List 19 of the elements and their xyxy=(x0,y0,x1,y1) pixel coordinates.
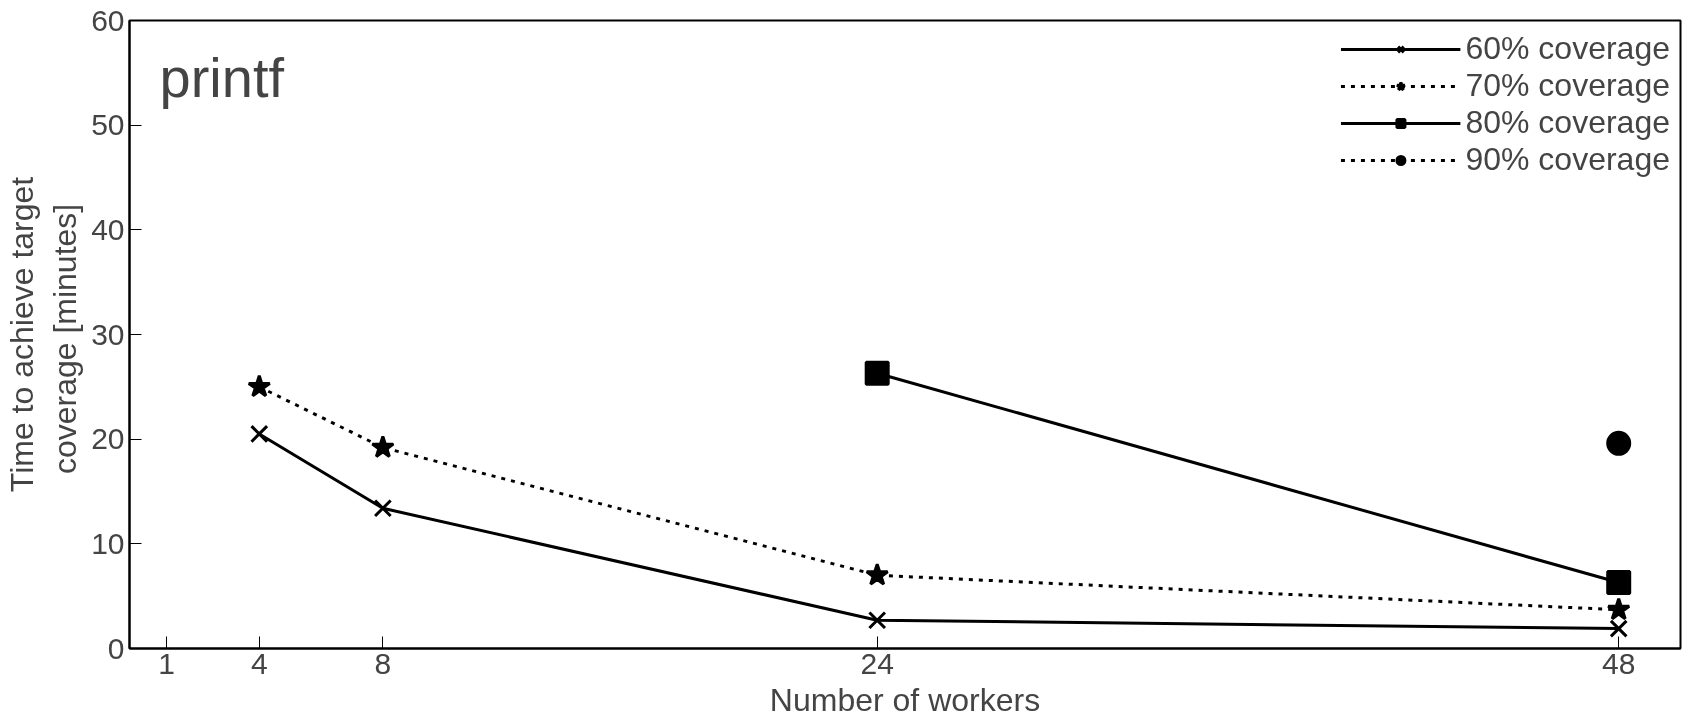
y-tick-label: 10 xyxy=(91,526,125,560)
x-axis-title: Number of workers xyxy=(769,681,1041,718)
x-tick-label: 48 xyxy=(1602,646,1636,680)
legend-label: 90% coverage xyxy=(1465,141,1670,178)
legend-label: 70% coverage xyxy=(1465,67,1670,104)
y-tick-label: 60 xyxy=(91,3,125,37)
legend-label: 60% coverage xyxy=(1465,30,1670,67)
y-tick-label: 0 xyxy=(107,631,125,665)
x-tick-label: 8 xyxy=(374,646,392,680)
y-axis-title: Time to achieve target coverage [minutes] xyxy=(3,176,84,493)
y-tick-label: 20 xyxy=(91,422,125,456)
x-tick-label: 4 xyxy=(250,646,268,680)
legend-label: 80% coverage xyxy=(1465,104,1670,141)
y-tick-label: 40 xyxy=(91,212,125,246)
x-tick-label: 24 xyxy=(860,646,894,680)
y-tick-label: 30 xyxy=(91,317,125,351)
annotation: printf xyxy=(159,45,285,109)
x-tick-label: 1 xyxy=(158,646,175,680)
y-tick-label: 50 xyxy=(91,108,125,142)
